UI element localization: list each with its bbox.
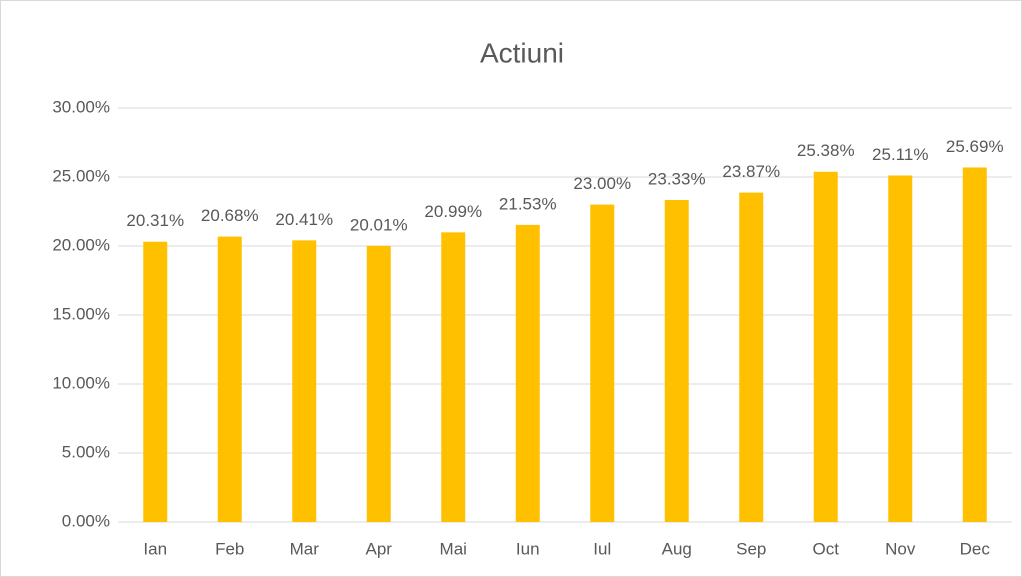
data-label: 20.68% [201, 206, 259, 225]
bar [664, 200, 689, 522]
y-tick-label: 25.00% [52, 166, 110, 185]
x-tick-label: Iun [516, 539, 540, 558]
data-label: 25.11% [872, 145, 928, 164]
x-tick-label: Mar [290, 539, 320, 558]
y-tick-label: 0.00% [62, 511, 110, 530]
x-tick-label: Aug [662, 539, 692, 558]
y-tick-label: 30.00% [52, 97, 110, 116]
data-label: 20.31% [126, 211, 184, 230]
bar [962, 167, 987, 522]
data-label: 23.33% [648, 170, 706, 189]
data-label: 23.87% [722, 162, 780, 181]
data-label: 20.01% [350, 215, 408, 234]
data-label: 20.41% [275, 210, 333, 229]
x-tick-label: Oct [813, 539, 840, 558]
bar [143, 241, 168, 523]
x-tick-label: Nov [885, 539, 916, 558]
x-tick-label: Sep [736, 539, 766, 558]
x-tick-label: Apr [366, 539, 393, 558]
x-tick-label: Dec [960, 539, 991, 558]
data-label: 25.38% [797, 141, 855, 160]
x-tick-label: Ian [143, 539, 167, 558]
bar [366, 245, 391, 522]
y-tick-label: 5.00% [62, 442, 110, 461]
data-label: 21.53% [499, 194, 557, 213]
data-label: 25.69% [946, 137, 1004, 156]
bar [813, 171, 838, 523]
bar [739, 192, 764, 522]
bar [590, 204, 615, 522]
data-label: 20.99% [424, 202, 482, 221]
chart-title: Actiuni [480, 37, 564, 68]
x-tick-label: Feb [215, 539, 244, 558]
bar [292, 240, 317, 523]
y-tick-label: 15.00% [52, 304, 110, 323]
x-tick-label: Iul [593, 539, 611, 558]
bar [217, 236, 242, 522]
x-tick-label: Mai [440, 539, 467, 558]
data-label: 23.00% [573, 174, 631, 193]
bar [441, 232, 466, 522]
bar [888, 175, 913, 522]
y-tick-label: 10.00% [52, 373, 110, 392]
y-tick-label: 20.00% [52, 235, 110, 254]
bar [515, 224, 540, 523]
